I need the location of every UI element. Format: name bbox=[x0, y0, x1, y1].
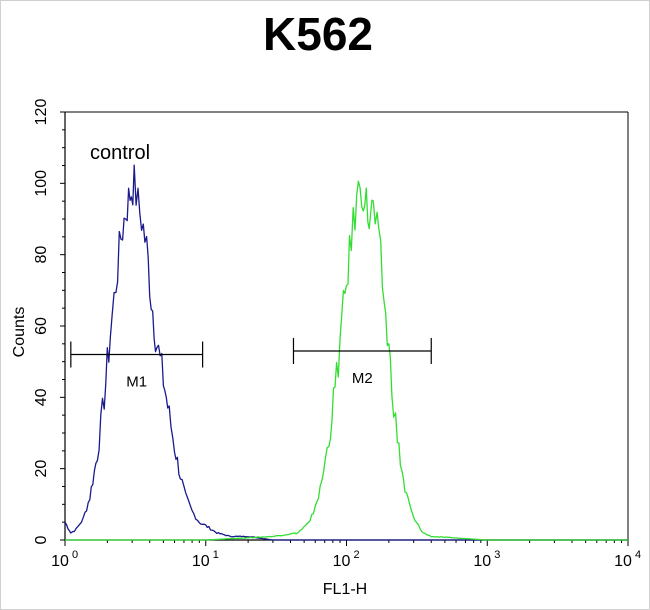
x-tick-exponent: 3 bbox=[494, 549, 500, 561]
plot-area bbox=[64, 111, 629, 541]
series-group bbox=[64, 164, 628, 541]
control-annotation: control bbox=[90, 142, 150, 164]
x-tick-exponent: 0 bbox=[72, 549, 78, 561]
y-tick-label: 0 bbox=[33, 535, 50, 544]
x-tick-exponent: 1 bbox=[213, 549, 219, 561]
series-line bbox=[64, 164, 628, 541]
y-axis-label: Counts bbox=[11, 307, 28, 358]
marker-label: M1 bbox=[126, 374, 147, 391]
marker-group: M1 M2 bbox=[70, 337, 432, 391]
x-axis-ticks: 10 0 10 1 10 2 10 3 10 4 bbox=[51, 540, 641, 570]
y-tick-label: 120 bbox=[33, 99, 50, 126]
y-tick-label: 40 bbox=[33, 388, 50, 406]
x-axis-label: FL1-H bbox=[323, 581, 367, 598]
x-tick-label: 10 bbox=[192, 553, 210, 570]
x-tick-exponent: 4 bbox=[635, 549, 641, 561]
chart-title: K562 bbox=[263, 8, 373, 60]
y-tick-label: 100 bbox=[33, 170, 50, 197]
y-tick-label: 20 bbox=[33, 460, 50, 478]
x-tick-exponent: 2 bbox=[354, 549, 360, 561]
x-tick-label: 10 bbox=[614, 553, 632, 570]
y-axis-ticks: 0 20 40 60 80 100 120 bbox=[33, 99, 65, 544]
marker-label: M2 bbox=[352, 370, 373, 387]
x-tick-label: 10 bbox=[473, 553, 491, 570]
series-line bbox=[65, 180, 628, 541]
x-tick-label: 10 bbox=[51, 553, 69, 570]
y-tick-label: 80 bbox=[33, 246, 50, 264]
y-tick-label: 60 bbox=[33, 317, 50, 335]
x-tick-label: 10 bbox=[333, 553, 351, 570]
